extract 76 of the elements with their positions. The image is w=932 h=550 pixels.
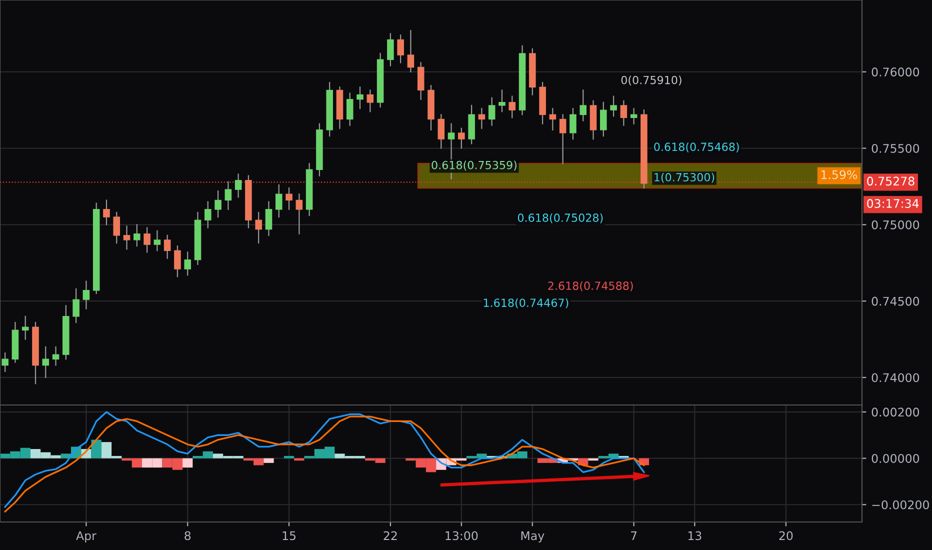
- candlestick: [103, 200, 110, 226]
- candlestick: [407, 30, 414, 72]
- candlestick: [234, 174, 242, 198]
- candlestick: [174, 246, 181, 278]
- candlestick: [265, 201, 272, 236]
- text: 03:17:34: [867, 199, 919, 208]
- x-tick-label: May: [521, 531, 544, 542]
- candlestick: [397, 34, 404, 64]
- candlestick: [346, 92, 354, 126]
- candlestick: [549, 108, 556, 130]
- candlestick: [387, 33, 394, 66]
- candlestick: [508, 96, 516, 118]
- candlestick: [164, 234, 171, 259]
- x-tick-label: 7: [631, 531, 637, 540]
- candlestick: [255, 212, 262, 244]
- band-label: 1.59%: [821, 170, 858, 180]
- annotation: 0.618(0.75468): [654, 142, 739, 152]
- y-tick-label: 0.74500: [872, 296, 920, 306]
- candlestick: [458, 128, 465, 149]
- candlestick: [620, 100, 628, 126]
- y-tick-label: −0.00200: [872, 500, 929, 510]
- annotation: 1.618(0.74467): [484, 298, 568, 308]
- annotation: 0.618(0.75028): [518, 213, 603, 224]
- candlestick: [2, 352, 8, 372]
- bar: [264, 458, 274, 463]
- candlestick: [275, 184, 282, 218]
- y-tick-label: 0.74000: [872, 373, 920, 382]
- candlestick: [610, 96, 617, 117]
- candlestick: [204, 201, 212, 228]
- bar: [91, 440, 102, 458]
- candlestick: [72, 288, 80, 324]
- x-tick-label: 13: [688, 531, 702, 540]
- candlestick: [356, 86, 364, 110]
- candlestick: [134, 224, 140, 247]
- candlestick: [478, 108, 486, 129]
- y-tick-label: 0.75500: [872, 144, 920, 153]
- candlestick: [630, 108, 638, 124]
- y-tick-label: 0.00200: [872, 408, 920, 417]
- candlestick: [296, 194, 303, 234]
- x-tick-label: 22: [384, 531, 397, 540]
- x-tick-label: 20: [779, 531, 793, 540]
- bar: [284, 456, 294, 458]
- candlestick: [559, 114, 566, 164]
- candlestick: [286, 187, 292, 210]
- y-tick-label: 0.00000: [872, 454, 920, 463]
- candlestick: [224, 181, 232, 210]
- candlestick: [570, 108, 576, 140]
- candlestick: [22, 316, 29, 340]
- candlestick: [52, 346, 60, 366]
- candlestick: [498, 90, 506, 112]
- candlestick: [184, 252, 192, 276]
- x-tick-label: 8: [184, 531, 191, 540]
- candlestick: [82, 280, 90, 310]
- candlestick: [438, 114, 445, 149]
- candlestick: [42, 346, 50, 378]
- candlestick: [600, 102, 607, 137]
- x-tick-label: 13:00: [446, 531, 478, 540]
- candlestick: [144, 227, 150, 253]
- annotation: 0.618(0.75359): [432, 160, 516, 171]
- x-tick-label: 15: [282, 531, 296, 540]
- candlestick: [123, 226, 130, 250]
- candlestick: [113, 212, 120, 244]
- candlestick: [154, 230, 161, 252]
- y-tick-label: 0.76000: [872, 68, 920, 76]
- candlestick: [417, 62, 424, 100]
- x-tick-label: Apr: [76, 531, 96, 542]
- ref-line-label: 0.75278: [867, 176, 914, 186]
- annotation: 2.618(0.74588): [548, 281, 633, 292]
- annotation: 1(0.75300): [654, 172, 714, 183]
- y-tick-label: 0.75000: [872, 220, 920, 230]
- candlestick: [488, 97, 496, 126]
- candlestick: [366, 90, 374, 112]
- candlestick: [214, 190, 222, 218]
- bar: [182, 458, 193, 468]
- candlestick: [580, 90, 587, 122]
- annotation: 0(0.75910): [621, 76, 682, 86]
